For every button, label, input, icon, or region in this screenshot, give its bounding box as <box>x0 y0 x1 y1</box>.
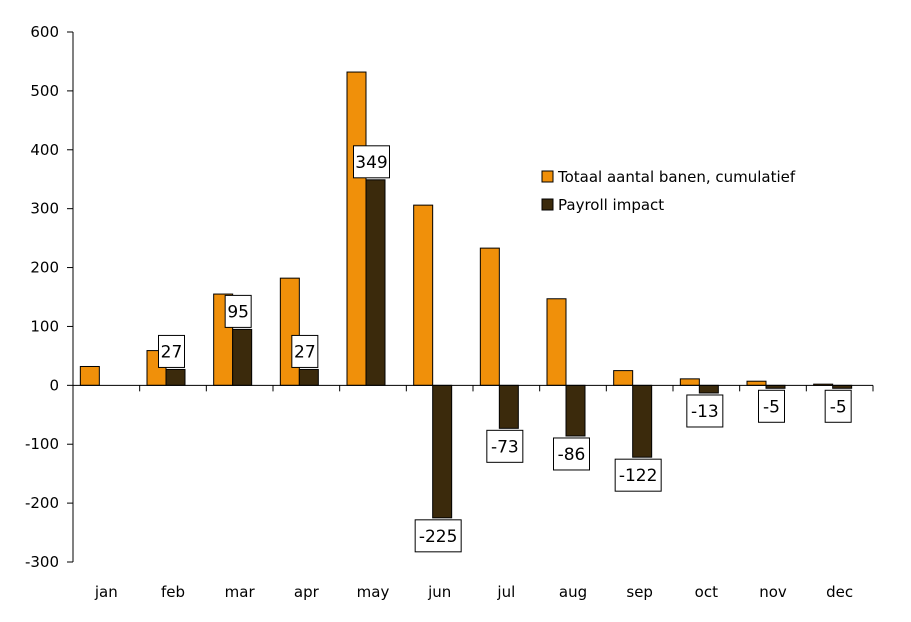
x-tick-label-may: may <box>357 583 390 601</box>
bar-totaal-jun <box>413 204 434 386</box>
x-tick-label-jul: jul <box>496 583 515 601</box>
bar-totaal-jul <box>479 247 500 386</box>
bar-totaal-apr <box>279 277 300 386</box>
x-tick-label-aug: aug <box>559 583 587 601</box>
data-label-box <box>758 389 785 423</box>
data-label-box <box>486 429 524 463</box>
data-label-box <box>824 389 852 423</box>
x-tick-label-jan: jan <box>94 583 118 601</box>
bar-payroll-jun <box>432 384 453 519</box>
data-label-nov: -5 <box>758 389 785 423</box>
data-label-may: 349 <box>353 145 390 179</box>
y-tick-label: 200 <box>30 259 59 277</box>
data-label-text: -5 <box>830 397 847 417</box>
bars <box>79 71 853 519</box>
data-label-box <box>158 334 185 368</box>
y-tick-label: 0 <box>49 376 59 394</box>
data-label-jun: -225 <box>414 519 462 553</box>
bar-totaal-nov <box>746 380 767 386</box>
data-label-text: -122 <box>619 466 658 486</box>
x-tick-label-oct: oct <box>695 583 718 601</box>
data-labels: 27 95 27 349 -225 -73 -86 -122 -13 -5 -5 <box>158 145 852 553</box>
bar-payroll-feb <box>165 368 186 386</box>
data-label-dec: -5 <box>824 389 852 423</box>
data-label-box <box>614 458 662 492</box>
legend-item-totaal: Totaal aantal banen, cumulatief <box>541 168 796 186</box>
bar-payroll-oct <box>698 384 719 394</box>
data-label-text: -73 <box>491 437 519 457</box>
bar-totaal-may <box>346 71 367 386</box>
data-label-text: -5 <box>763 397 780 417</box>
y-tick-label: 400 <box>30 141 59 159</box>
data-label-text: 27 <box>294 342 316 362</box>
data-label-sep: -122 <box>614 458 662 492</box>
bar-payroll-apr <box>298 368 319 386</box>
y-axis: 600 500 400 300 200 100 0 -100 -200 -300 <box>25 23 74 571</box>
y-tick-label: -100 <box>25 435 59 453</box>
data-label-box <box>353 145 390 179</box>
data-label-text: -225 <box>419 527 458 547</box>
data-label-box <box>414 519 462 553</box>
y-tick-label: 300 <box>30 200 59 218</box>
x-tick-label-jun: jun <box>427 583 451 601</box>
bar-payroll-aug <box>565 384 586 437</box>
legend-label-totaal: Totaal aantal banen, cumulatief <box>557 168 796 186</box>
data-label-oct: -13 <box>686 394 724 428</box>
data-label-text: 349 <box>355 153 387 173</box>
y-tick-label: -200 <box>25 494 59 512</box>
data-label-mar: 95 <box>224 294 252 328</box>
bar-payroll-jul <box>498 384 519 429</box>
data-label-box <box>224 294 252 328</box>
y-tick-label: -300 <box>25 553 59 571</box>
data-label-box <box>553 437 590 471</box>
legend-swatch-payroll <box>541 198 554 211</box>
legend-item-payroll: Payroll impact <box>541 196 664 214</box>
data-label-box <box>291 334 319 368</box>
data-label-apr: 27 <box>291 334 319 368</box>
x-tick-label-apr: apr <box>294 583 320 601</box>
x-tick-label-sep: sep <box>626 583 653 601</box>
x-tick-label-dec: dec <box>826 583 853 601</box>
data-label-text: 95 <box>227 302 249 322</box>
bar-payroll-may <box>365 179 386 386</box>
y-tick-label: 100 <box>30 317 59 335</box>
data-label-text: -86 <box>558 445 586 465</box>
data-label-text: -13 <box>691 402 719 422</box>
data-label-feb: 27 <box>158 334 185 368</box>
x-tick-label-nov: nov <box>759 583 787 601</box>
legend-label-payroll: Payroll impact <box>558 196 664 214</box>
legend-swatch-totaal <box>541 170 554 183</box>
bar-payroll-sep <box>632 384 653 458</box>
bar-totaal-oct <box>679 378 700 386</box>
data-label-aug: -86 <box>553 437 590 471</box>
bar-totaal-aug <box>546 298 567 386</box>
data-label-box <box>686 394 724 428</box>
data-label-text: 27 <box>161 342 183 362</box>
x-axis <box>73 384 874 392</box>
y-tick-label: 600 <box>30 23 59 41</box>
legend: Totaal aantal banen, cumulatief Payroll … <box>541 168 796 214</box>
x-tick-label-feb: feb <box>161 583 185 601</box>
bar-payroll-mar <box>232 328 253 386</box>
x-tick-label-mar: mar <box>225 583 256 601</box>
category-labels: jan feb mar apr may jun jul aug sep oct nov dec <box>94 583 853 601</box>
y-tick-label: 500 <box>30 82 59 100</box>
bar-totaal-sep <box>613 370 634 386</box>
data-label-jul: -73 <box>486 429 524 463</box>
bar-totaal-jan <box>79 365 100 386</box>
